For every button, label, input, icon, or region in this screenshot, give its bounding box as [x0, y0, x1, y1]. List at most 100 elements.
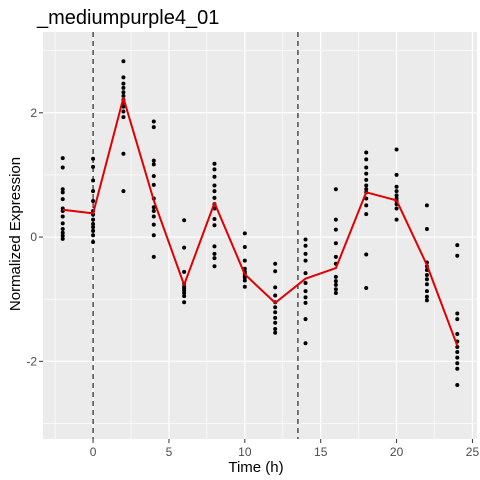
reference-lines: [92, 32, 299, 439]
data-point: [455, 350, 460, 355]
data-point: [303, 289, 308, 294]
data-point: [182, 290, 187, 295]
data-point: [303, 258, 308, 263]
data-point: [212, 189, 217, 194]
data-point: [60, 226, 65, 231]
data-point: [273, 293, 278, 298]
data-point: [394, 206, 399, 211]
data-point: [455, 253, 460, 258]
data-point: [121, 115, 126, 120]
data-point: [212, 217, 217, 222]
data-point: [91, 156, 96, 161]
data-point: [333, 282, 338, 287]
data-point: [242, 278, 247, 283]
data-point: [121, 189, 126, 194]
data-point: [424, 298, 429, 303]
data-point: [424, 289, 429, 294]
data-point: [212, 161, 217, 166]
data-point: [455, 317, 460, 322]
data-point: [333, 217, 338, 222]
data-point: [212, 183, 217, 188]
data-point: [273, 261, 278, 266]
plot-panel: [43, 32, 477, 439]
data-point: [364, 183, 369, 188]
data-point: [424, 282, 429, 287]
data-point: [364, 286, 369, 291]
data-point: [121, 59, 126, 64]
data-point: [60, 197, 65, 202]
data-point: [151, 119, 156, 124]
grid-minor: [43, 32, 477, 439]
data-point: [182, 218, 187, 223]
data-point: [333, 290, 338, 295]
data-point: [424, 226, 429, 231]
data-point: [303, 251, 308, 256]
data-point: [394, 217, 399, 222]
trend-line: [62, 96, 459, 347]
data-point: [182, 245, 187, 250]
data-point: [151, 222, 156, 227]
data-point: [364, 157, 369, 162]
data-point: [182, 269, 187, 274]
data-point: [151, 205, 156, 210]
data-point: [273, 310, 278, 315]
y-axis-title: Normalized Expression: [7, 157, 24, 311]
data-point: [182, 300, 187, 305]
data-point: [60, 187, 65, 192]
data-point: [424, 277, 429, 282]
data-point: [364, 177, 369, 182]
data-point: [60, 165, 65, 170]
data-point: [212, 167, 217, 172]
data-point: [394, 184, 399, 189]
data-point: [91, 199, 96, 204]
x-tick-label: 5: [166, 445, 173, 459]
data-point: [303, 295, 308, 300]
data-point: [91, 225, 96, 230]
data-point: [333, 241, 338, 246]
data-point: [273, 320, 278, 325]
data-point: [333, 287, 338, 292]
data-point: [303, 243, 308, 248]
data-point: [91, 189, 96, 194]
data-point: [303, 317, 308, 322]
data-point: [455, 355, 460, 360]
data-point: [212, 223, 217, 228]
data-point: [333, 274, 338, 279]
y-tick-label: 2: [30, 106, 37, 120]
data-point: [91, 233, 96, 238]
data-point: [121, 151, 126, 156]
data-point: [60, 233, 65, 238]
data-point: [212, 256, 217, 261]
data-point: [60, 190, 65, 195]
data-point: [151, 125, 156, 130]
data-point: [394, 172, 399, 177]
data-point: [394, 147, 399, 152]
data-point: [424, 294, 429, 299]
y-tick-label: 0: [30, 230, 37, 244]
data-point: [60, 236, 65, 241]
data-point: [121, 104, 126, 109]
data-point: [60, 214, 65, 219]
data-point: [151, 162, 156, 167]
data-point: [151, 174, 156, 179]
data-point: [364, 165, 369, 170]
data-point: [242, 284, 247, 289]
data-point: [182, 294, 187, 299]
data-point: [121, 75, 126, 80]
data-point: [60, 221, 65, 226]
data-point: [364, 187, 369, 192]
data-point: [242, 258, 247, 263]
data-point: [212, 251, 217, 256]
data-point: [151, 214, 156, 219]
x-tick-label: 10: [238, 445, 252, 459]
data-point: [273, 330, 278, 335]
data-point: [60, 230, 65, 235]
data-point: [273, 327, 278, 332]
data-point: [151, 182, 156, 187]
data-point: [212, 195, 217, 200]
data-point: [455, 345, 460, 350]
data-point: [91, 178, 96, 183]
data-point: [333, 254, 338, 259]
y-tick-label: -2: [26, 354, 37, 368]
data-point: [151, 254, 156, 259]
